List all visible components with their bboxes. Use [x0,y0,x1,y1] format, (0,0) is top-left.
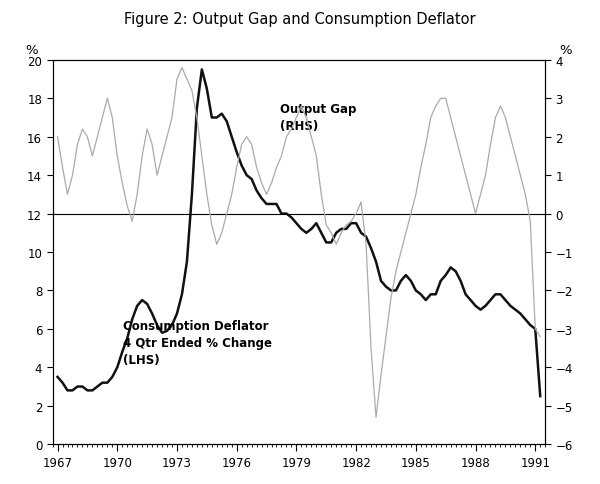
Text: Figure 2: Output Gap and Consumption Deflator: Figure 2: Output Gap and Consumption Def… [124,12,476,27]
Text: %: % [560,44,572,57]
Text: Output Gap
(RHS): Output Gap (RHS) [280,103,357,133]
Text: Consumption Deflator
4 Qtr Ended % Change
(LHS): Consumption Deflator 4 Qtr Ended % Chang… [123,319,272,366]
Text: %: % [25,44,38,57]
